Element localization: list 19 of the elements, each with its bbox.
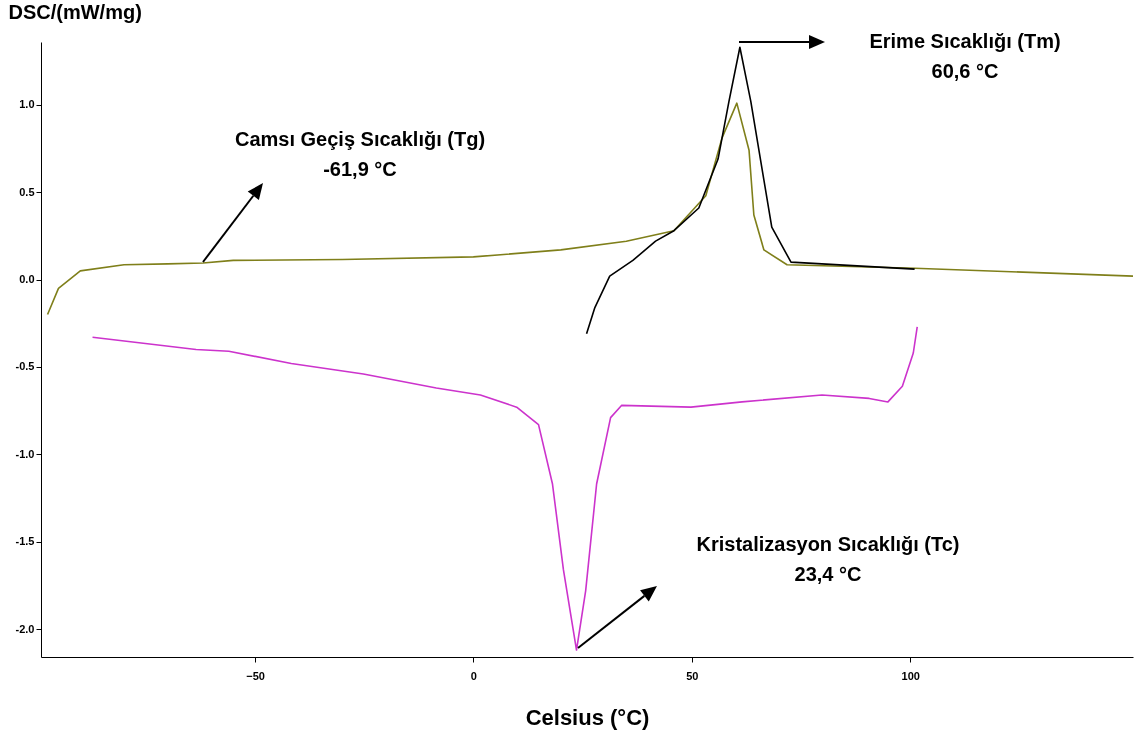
y-tick-label: 1.0 [19,98,35,111]
line-series [585,46,916,335]
annotation: Erime Sıcaklığı (Tm) 60,6 °C [869,30,1061,82]
x-tick-label: −50 [246,669,265,682]
x-tick-label: 50 [686,669,699,682]
annotation: Camsı Geçiş Sıcaklığı (Tg) -61,9 °C [234,128,486,180]
x-tick-label: 100 [901,669,920,682]
line-series [91,325,919,651]
y-tick-label: 0.0 [19,273,35,286]
annotation: Kristalizasyon Sıcaklığı (Tc) 23,4 °C [696,533,960,585]
y-tick-label: -1.5 [15,535,35,548]
y-tick-label: -2.0 [15,622,35,635]
y-tick-label: -0.5 [15,360,35,373]
x-axis-title: Celsius (°C) [525,704,650,730]
y-tick-label: -1.0 [15,447,35,460]
y-axis-title: DSC/(mW/mg) [8,0,142,23]
x-tick-label: 0 [470,669,477,682]
line-series [46,102,1133,316]
y-tick-label: 0.5 [19,185,35,198]
